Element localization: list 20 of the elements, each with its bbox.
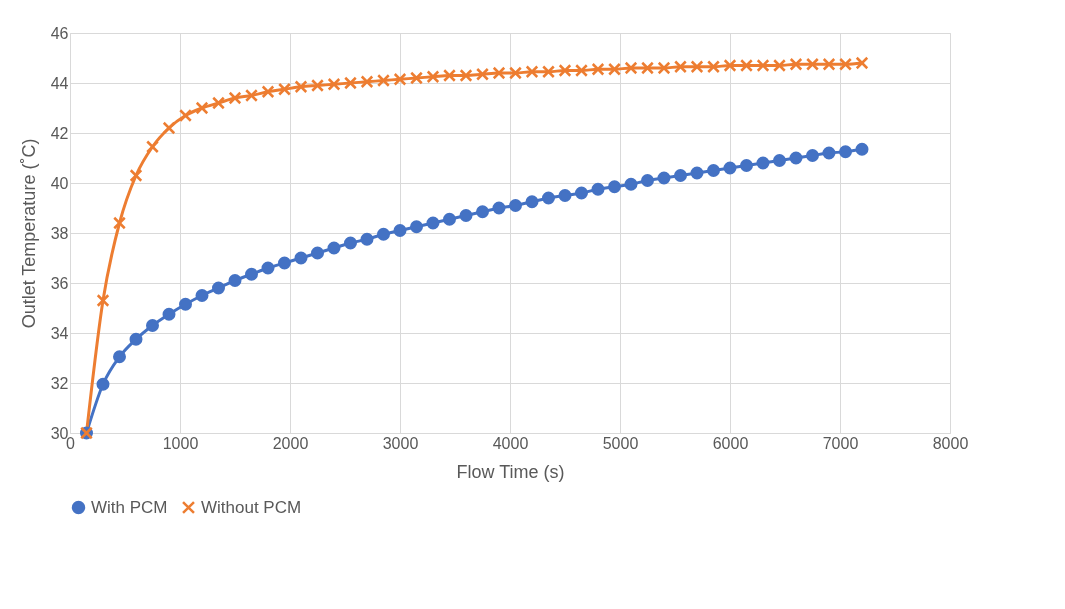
x-axis-title: Flow Time (s) [456, 461, 565, 482]
y-tick-label: 36 [50, 274, 69, 292]
x-tick-label: 4000 [492, 434, 529, 452]
y-tick-label: 38 [50, 224, 69, 242]
y-tick-label: 42 [50, 124, 69, 142]
x-tick-label: 2000 [272, 434, 309, 452]
x-tick-label: 8000 [932, 434, 969, 452]
y-tick-label: 32 [50, 374, 69, 392]
y-tick-label: 40 [50, 174, 69, 192]
x-tick-label: 7000 [822, 434, 859, 452]
x-tick-label: 6000 [712, 434, 749, 452]
x-tick-label: 5000 [602, 434, 639, 452]
y-tick-label: 44 [50, 74, 69, 92]
y-tick-label: 34 [50, 324, 69, 342]
legend-label: Without PCM [201, 497, 302, 517]
y-tick-label: 46 [50, 24, 69, 42]
x-tick-label: 1000 [162, 434, 199, 452]
x-tick-label: 3000 [382, 434, 419, 452]
y-axis-title: Outlet Temperature (˚C) [18, 138, 39, 329]
legend-label: With PCM [91, 497, 168, 517]
